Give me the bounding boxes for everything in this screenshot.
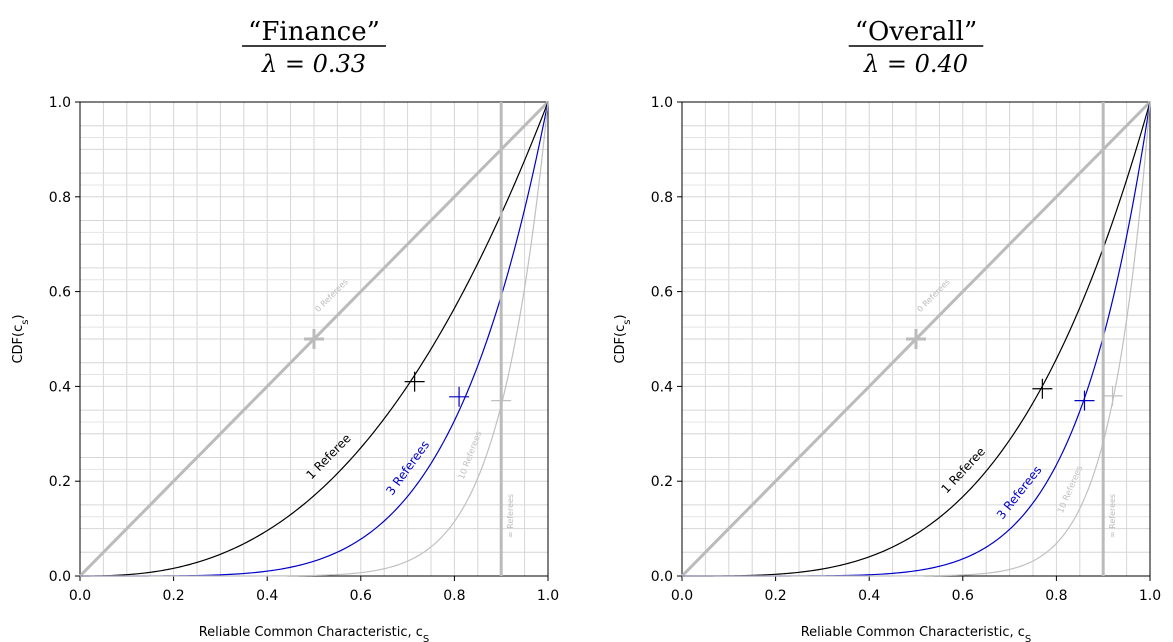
x-axis-label-sub: S bbox=[1025, 634, 1031, 642]
x-axis-label-main: Reliable Common Characteristic, c bbox=[801, 625, 1025, 640]
series-marker bbox=[449, 386, 470, 407]
chart-subtitle: λ = 0.40 bbox=[863, 50, 968, 78]
x-tick-label: 1.0 bbox=[537, 588, 559, 604]
series-marker bbox=[906, 329, 926, 349]
series-marker bbox=[1074, 390, 1095, 411]
y-tick-label: 0.2 bbox=[49, 474, 71, 490]
y-tick-label: 0.2 bbox=[651, 474, 673, 490]
x-tick-label: 0.8 bbox=[1045, 588, 1067, 604]
x-tick-label: 0.4 bbox=[858, 588, 880, 604]
series-label-1: 1 Referee bbox=[303, 431, 353, 482]
series-marker bbox=[404, 371, 425, 392]
y-axis-label-sub: s bbox=[622, 320, 633, 325]
series-line-3 bbox=[80, 101, 549, 577]
y-tick-label: 0.0 bbox=[49, 569, 71, 585]
series-line-3 bbox=[682, 101, 1151, 577]
y-tick-label: 0.6 bbox=[651, 285, 673, 301]
y-tick-label: 1.0 bbox=[49, 95, 71, 111]
y-axis-label-close: ) bbox=[613, 314, 628, 319]
series-line-1 bbox=[682, 101, 1151, 577]
x-tick-label: 0.0 bbox=[69, 588, 91, 604]
series-marker bbox=[1102, 385, 1123, 406]
y-axis-label-sub: s bbox=[20, 320, 31, 325]
x-tick-label: 1.0 bbox=[1139, 588, 1161, 604]
y-tick-label: 1.0 bbox=[651, 95, 673, 111]
series-label-infinite-referees: ∞ Referees bbox=[506, 494, 515, 538]
x-axis-label-sub: S bbox=[423, 634, 429, 642]
x-axis-label-main: Reliable Common Characteristic, c bbox=[199, 625, 423, 640]
y-axis-label: CDF(cs) bbox=[11, 314, 31, 363]
chart-panel-2: “Overall” λ = 0.40 0.0 0.2 0.4 0.6 0.8 1.0 0.0 0.… bbox=[613, 17, 1161, 642]
x-tick-label: 0.8 bbox=[443, 588, 465, 604]
x-axis-label: Reliable Common Characteristic, cS bbox=[801, 625, 1032, 642]
series-line-1 bbox=[80, 101, 549, 577]
y-axis-label-main: CDF(c bbox=[613, 325, 628, 364]
y-tick-label: 0.6 bbox=[49, 285, 71, 301]
grid bbox=[682, 102, 1150, 576]
y-tick-label: 0.8 bbox=[49, 190, 71, 206]
series-label-2: 3 Referees bbox=[994, 463, 1045, 522]
x-tick-label: 0.6 bbox=[952, 588, 974, 604]
x-axis-label: Reliable Common Characteristic, cS bbox=[199, 625, 430, 642]
x-tick-label: 0.0 bbox=[671, 588, 693, 604]
y-tick-label: 0.0 bbox=[651, 569, 673, 585]
chart-title: “Overall” bbox=[855, 17, 978, 47]
x-tick-label: 0.2 bbox=[162, 588, 184, 604]
x-tick-label: 0.6 bbox=[350, 588, 372, 604]
series-label-infinite-referees: ∞ Referees bbox=[1108, 494, 1117, 538]
y-axis-label-main: CDF(c bbox=[11, 325, 26, 364]
y-tick-label: 0.8 bbox=[651, 190, 673, 206]
series-marker bbox=[1032, 378, 1053, 399]
y-tick-label: 0.4 bbox=[651, 379, 673, 395]
x-tick-label: 0.2 bbox=[764, 588, 786, 604]
y-tick-label: 0.4 bbox=[49, 379, 71, 395]
grid bbox=[80, 102, 548, 576]
y-axis-label: CDF(cs) bbox=[613, 314, 633, 363]
chart-subtitle: λ = 0.33 bbox=[261, 50, 366, 78]
chart-panel-1: “Finance” λ = 0.33 0.0 0.2 0.4 0.6 0.8 1.0 0.0 0.… bbox=[11, 17, 559, 642]
series-marker bbox=[304, 329, 324, 349]
y-axis-label-close: ) bbox=[11, 314, 26, 319]
x-tick-label: 0.4 bbox=[256, 588, 278, 604]
chart-title: “Finance” bbox=[248, 17, 380, 47]
